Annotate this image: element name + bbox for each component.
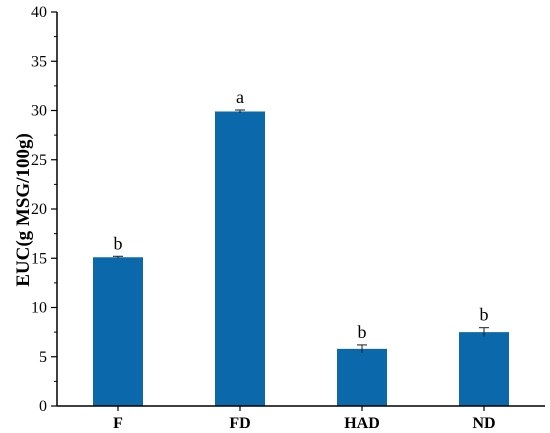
- y-axis: 0 5 10 15 20 25 30 35 40: [31, 4, 58, 415]
- x-tick-label-nd: ND: [472, 415, 495, 432]
- significance-labels-group: b a b b: [114, 87, 489, 342]
- bar-nd: [459, 332, 509, 406]
- x-tick-label-f: F: [113, 415, 123, 432]
- significance-label-nd: b: [480, 305, 489, 325]
- error-bars-group: [113, 109, 489, 353]
- y-tick-label: 5: [39, 349, 47, 366]
- bar-had: [337, 348, 387, 406]
- y-tick-label: 0: [39, 398, 47, 415]
- y-tick-label: 30: [31, 103, 47, 120]
- x-tick-label-had: HAD: [344, 415, 380, 432]
- y-tick-label: 20: [31, 201, 47, 218]
- bars-group: [93, 111, 509, 407]
- x-tick-label-fd: FD: [229, 415, 250, 432]
- x-axis: F FD HAD ND: [57, 405, 545, 432]
- y-tick-label: 10: [31, 300, 47, 317]
- bar-f: [93, 257, 143, 406]
- y-axis-title: EUC(g MSG/100g): [13, 133, 34, 287]
- bar-fd: [215, 111, 265, 407]
- significance-label-f: b: [114, 233, 123, 253]
- y-tick-label: 35: [31, 53, 47, 70]
- y-tick-label: 25: [31, 152, 47, 169]
- significance-label-had: b: [358, 322, 367, 342]
- significance-label-fd: a: [236, 87, 244, 107]
- y-tick-label: 40: [31, 4, 47, 21]
- y-tick-label: 15: [31, 250, 47, 267]
